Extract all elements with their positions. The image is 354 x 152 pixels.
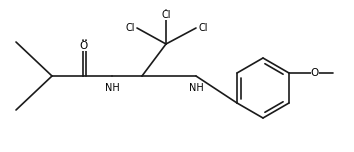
Text: Cl: Cl (125, 23, 135, 33)
Text: Cl: Cl (198, 23, 208, 33)
Text: O: O (311, 68, 319, 78)
Text: O: O (79, 41, 87, 51)
Text: Cl: Cl (161, 10, 171, 20)
Text: NH: NH (105, 83, 119, 93)
Text: NH: NH (189, 83, 204, 93)
